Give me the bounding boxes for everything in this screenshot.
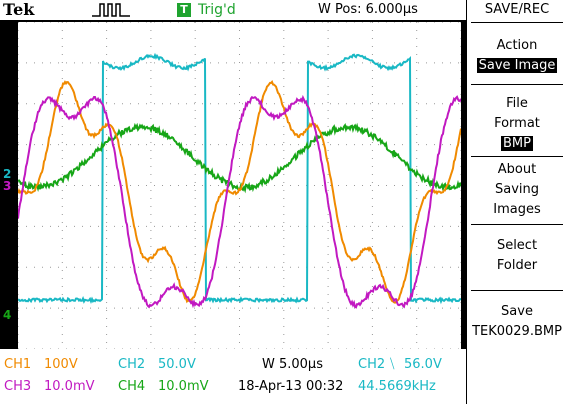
menu-select-folder-button[interactable]: Select Folder [467,236,566,276]
top-status-bar: Tek T Trig'd W Pos: 6.000µs [0,0,466,20]
ch2-scale: 50.0V [158,357,196,373]
ch4-ground-marker[interactable]: 4 [3,308,11,322]
menu-divider [471,156,563,157]
date-time: 18-Apr-13 00:32 [238,379,343,395]
menu-action-button[interactable]: Action Save Image [467,36,566,76]
menu-divider [471,290,563,291]
menu-save-filename: TEK0029.BMP [467,322,566,342]
side-menu: SAVE/REC Action Save Image File Format B… [466,0,566,404]
trigger-channel: CH2 [358,357,385,373]
ch1-trace [18,82,461,303]
waveform-graticule [18,22,461,349]
bottom-readout-bar: CH1 100V CH2 50.0V W 5.00µs CH2 ⧹ CH3 10… [0,349,466,404]
menu-title: SAVE/REC [467,2,566,17]
ch3-ground-marker[interactable]: 3 [3,179,11,193]
window-position-readout: W Pos: 6.000µs [318,2,418,18]
ch2-label: CH2 [118,357,145,373]
menu-select-folder-label: Select Folder [487,236,547,276]
brand-logo: Tek [3,1,34,19]
menu-file-format-label: File Format [487,94,547,134]
ch3-trace [18,97,461,307]
menu-file-format-value: BMP [501,136,533,151]
acquisition-run-icon [92,2,130,18]
trigger-slope-icon: ⧹ [390,357,394,373]
menu-about-saving-label: About Saving Images [482,160,552,220]
menu-divider [471,224,563,225]
frequency-readout: 44.5669kHz [358,379,436,395]
trigger-status: Trig'd [198,2,236,18]
menu-file-format-button[interactable]: File Format BMP [467,94,566,154]
timebase-readout: W 5.00µs [262,357,323,373]
ch3-scale: 10.0mV [44,379,95,395]
ch4-scale: 10.0mV [158,379,209,395]
ch4-label: CH4 [118,379,145,395]
ch2-trace [18,55,461,302]
ch1-label: CH1 [4,357,31,373]
menu-action-label: Action [467,36,566,56]
menu-save-label: Save [467,302,566,322]
menu-divider [471,22,563,23]
ch3-label: CH3 [4,379,31,395]
trigger-badge: T [177,3,191,17]
menu-action-value: Save Image [477,58,558,73]
menu-divider [471,84,563,85]
menu-about-saving-button[interactable]: About Saving Images [467,160,566,220]
menu-save-button[interactable]: Save TEK0029.BMP [467,302,566,342]
trigger-level: 56.0V [404,357,442,373]
ch1-scale: 100V [44,357,78,373]
waveform-display [18,22,461,349]
